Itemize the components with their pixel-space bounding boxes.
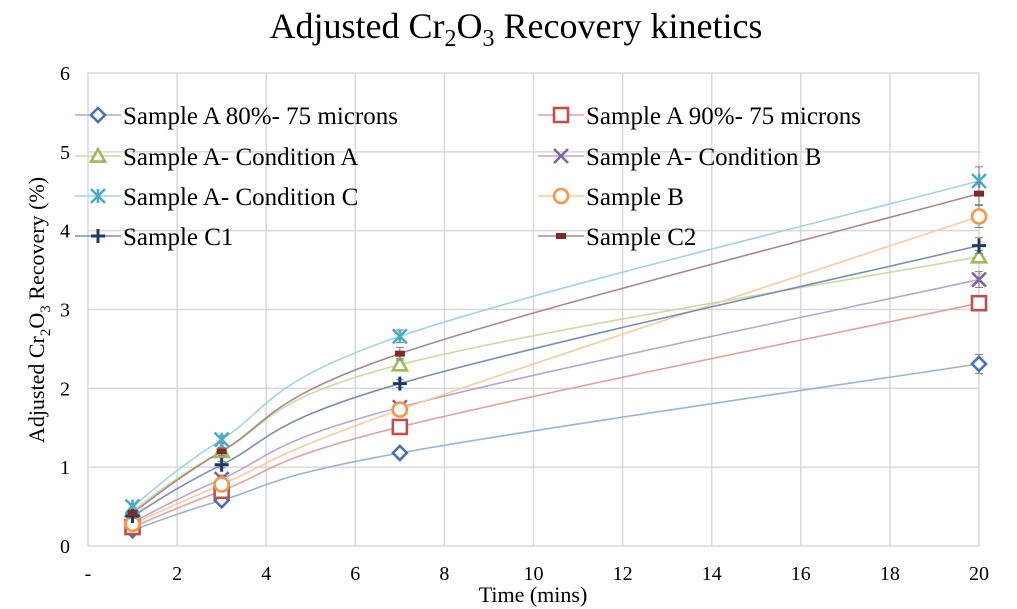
y-tick-label: 3 — [60, 300, 70, 322]
legend: Sample A 80%- 75 microns Sample A 90%- 75… — [75, 103, 861, 251]
legend-label: Sample A 80%- 75 microns — [123, 103, 398, 130]
legend-marker-icon — [90, 188, 106, 204]
data-point — [392, 376, 407, 391]
y-axis-ticks: 0 1 2 3 4 5 6 — [60, 63, 70, 558]
legend-label: Sample A- Condition C — [123, 184, 358, 211]
legend-item: Sample A 90%- 75 microns — [538, 103, 861, 130]
y-tick-label: 2 — [60, 378, 70, 400]
legend-marker-icon — [88, 146, 108, 163]
legend-label: Sample C2 — [586, 224, 696, 251]
y-tick-label: 4 — [60, 221, 70, 243]
y-tick-label: 5 — [60, 142, 70, 164]
legend-marker-icon — [553, 148, 569, 164]
x-tick-label: 10 — [524, 563, 544, 585]
x-tick-label: 20 — [969, 563, 989, 585]
chart-title: Adjusted Cr2O3 Recovery kinetics — [270, 6, 763, 52]
data-point — [394, 350, 405, 357]
x-tick-label: 16 — [791, 563, 811, 585]
legend-marker-icon — [552, 187, 570, 205]
legend-marker-icon — [91, 229, 105, 243]
legend-label: Sample A- Condition A — [123, 144, 358, 171]
legend-item: Sample A- Condition A — [75, 144, 358, 171]
data-point — [213, 476, 230, 493]
data-point — [216, 448, 227, 455]
data-point — [970, 355, 988, 373]
series-line-2 — [132, 255, 980, 512]
y-tick-label: 1 — [60, 457, 70, 479]
x-tick-label: 14 — [702, 563, 722, 585]
data-point — [391, 444, 409, 462]
data-point — [972, 238, 986, 253]
legend-marker-icon — [556, 233, 566, 239]
legend-label: Sample A- Condition B — [586, 144, 821, 171]
data-point — [391, 418, 409, 436]
legend-label: Sample A 90%- 75 microns — [586, 103, 861, 130]
legend-marker-icon — [89, 106, 107, 124]
y-tick-label: 6 — [60, 63, 70, 85]
legend-item: Sample C1 — [75, 224, 233, 251]
data-point — [971, 271, 987, 288]
x-axis-label: Time (mins) — [479, 582, 588, 607]
legend-label: Sample B — [586, 184, 684, 211]
data-point — [970, 208, 988, 225]
data-point — [970, 294, 988, 312]
x-axis-ticks: - 2 4 6 8 10 12 14 16 18 20 — [85, 563, 989, 585]
series-line-6 — [132, 244, 980, 517]
legend-item: Sample A 80%- 75 microns — [75, 103, 398, 130]
x-tick-label: 8 — [439, 563, 449, 585]
legend-label: Sample C1 — [123, 224, 233, 251]
data-point — [390, 355, 410, 372]
data-point — [127, 509, 138, 516]
y-tick-label: 0 — [60, 536, 70, 558]
legend-item: Sample A- Condition B — [538, 144, 821, 171]
x-tick-label: 2 — [172, 563, 182, 585]
legend-item: Sample B — [538, 184, 684, 211]
data-point — [214, 457, 229, 472]
x-tick-label: 6 — [350, 563, 360, 585]
data-point — [974, 190, 984, 197]
data-point — [213, 431, 230, 448]
series-line-4 — [132, 180, 980, 508]
x-tick-label: 12 — [613, 563, 633, 585]
x-tick-label: - — [85, 563, 92, 585]
data-point — [969, 247, 989, 264]
legend-marker-icon — [552, 106, 570, 124]
y-axis-label: Adjusted Cr2O3 Recovery (%) — [24, 177, 54, 443]
x-tick-label: 4 — [261, 563, 271, 585]
series-line-7 — [132, 192, 980, 514]
series-markers — [123, 166, 989, 540]
legend-item: Sample C2 — [538, 224, 696, 251]
data-point — [391, 328, 408, 345]
data-point — [391, 401, 409, 418]
x-tick-label: 18 — [880, 563, 900, 585]
legend-item: Sample A- Condition C — [75, 184, 358, 211]
